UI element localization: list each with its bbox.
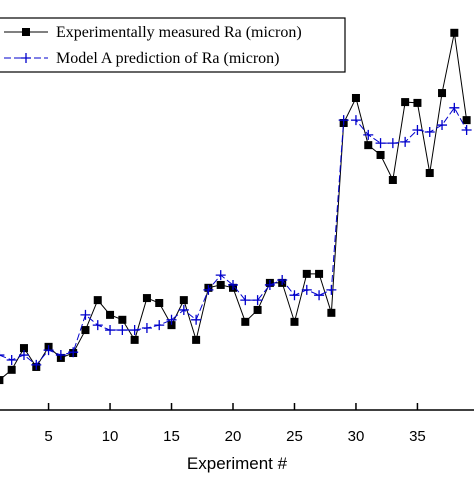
marker — [400, 136, 411, 147]
legend-label: Model A prediction of Ra (micron) — [56, 50, 280, 67]
marker — [0, 350, 5, 361]
x-tick-label: 25 — [286, 428, 303, 445]
series-line — [0, 106, 468, 366]
marker — [192, 335, 201, 344]
marker — [437, 120, 448, 131]
marker — [155, 298, 164, 307]
marker — [216, 280, 225, 289]
marker — [375, 138, 386, 149]
series-line — [0, 32, 468, 381]
marker — [388, 175, 397, 184]
marker — [290, 317, 299, 326]
marker — [19, 344, 28, 353]
marker — [413, 98, 422, 107]
marker — [401, 98, 410, 107]
marker — [438, 89, 447, 98]
x-axis-label: Experiment # — [187, 454, 288, 473]
marker — [462, 116, 471, 125]
marker — [92, 320, 103, 331]
marker — [179, 296, 188, 305]
x-tick-label: 30 — [348, 428, 365, 445]
marker — [302, 269, 311, 278]
legend-box — [0, 17, 346, 73]
marker — [461, 124, 472, 135]
marker — [450, 28, 459, 37]
marker — [166, 314, 177, 325]
x-tick-label: 10 — [102, 428, 119, 445]
marker — [68, 347, 79, 358]
x-tick-label: 20 — [225, 428, 242, 445]
marker — [129, 325, 140, 336]
marker — [215, 270, 226, 281]
marker — [252, 295, 263, 306]
marker — [93, 296, 102, 305]
legend-marker — [22, 28, 30, 36]
marker — [117, 325, 128, 336]
marker — [178, 304, 189, 315]
marker — [80, 309, 91, 320]
marker — [241, 317, 250, 326]
marker — [412, 124, 423, 135]
marker — [338, 115, 349, 126]
marker — [364, 141, 373, 150]
marker — [6, 354, 17, 365]
x-tick-label: 35 — [409, 428, 426, 445]
x-tick-label: 5 — [44, 428, 52, 445]
marker — [81, 326, 90, 335]
marker — [18, 350, 29, 361]
marker — [105, 325, 116, 336]
legend-label: Experimentally measured Ra (micron) — [56, 24, 302, 41]
legend: Experimentally measured Ra (micron) Model… — [0, 17, 346, 73]
marker — [315, 269, 324, 278]
marker — [363, 129, 374, 140]
marker — [55, 350, 66, 361]
marker — [253, 305, 262, 314]
marker — [130, 335, 139, 344]
marker — [376, 150, 385, 159]
marker — [7, 365, 16, 374]
marker — [31, 359, 42, 370]
marker — [449, 102, 460, 113]
marker — [43, 345, 54, 356]
marker — [203, 284, 214, 295]
marker — [350, 115, 361, 126]
marker — [277, 275, 288, 286]
marker — [301, 284, 312, 295]
x-tick-label: 15 — [163, 428, 180, 445]
marker — [327, 308, 336, 317]
marker — [228, 279, 239, 290]
marker — [351, 93, 360, 102]
marker — [0, 376, 4, 385]
marker — [425, 169, 434, 178]
marker — [167, 321, 176, 330]
marker — [191, 314, 202, 325]
marker — [326, 284, 337, 295]
marker — [289, 290, 300, 301]
marker — [141, 323, 152, 333]
marker — [314, 290, 325, 301]
marker — [424, 127, 435, 138]
legend-marker — [21, 53, 31, 63]
marker — [154, 320, 165, 331]
marker — [387, 138, 398, 149]
marker — [106, 310, 115, 319]
marker — [264, 279, 275, 290]
marker — [118, 315, 127, 324]
marker — [142, 294, 151, 303]
marker — [240, 295, 251, 306]
